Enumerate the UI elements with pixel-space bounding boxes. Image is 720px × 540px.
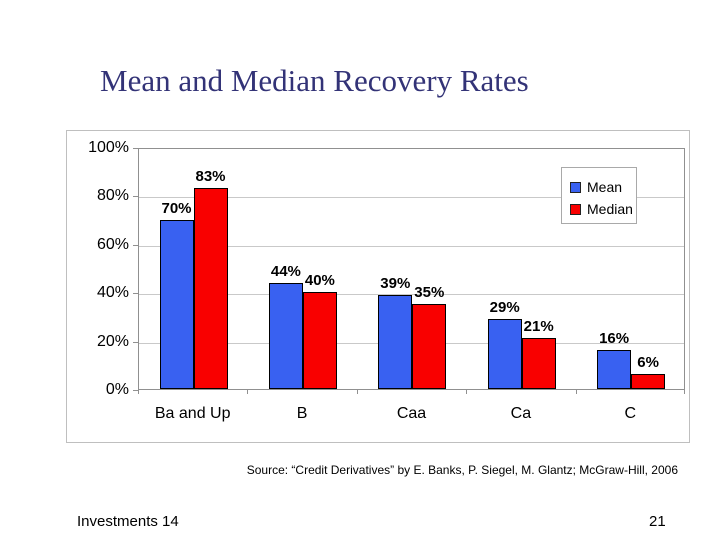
x-axis-label: Ca (510, 405, 532, 422)
bar-value-label: 83% (195, 168, 226, 186)
bar-value-label: 29% (489, 298, 520, 316)
bar-median-4 (631, 374, 666, 389)
x-axis-tick (575, 390, 577, 394)
y-axis-tick (133, 293, 138, 295)
bar-value-label: 16% (599, 330, 630, 348)
bar-median-2 (412, 304, 447, 389)
chart-legend: Mean Median (561, 167, 637, 224)
x-axis-tick (138, 390, 139, 394)
y-axis-label: 40% (96, 284, 129, 302)
bar-mean-1 (268, 282, 303, 389)
y-axis-tick (133, 244, 138, 246)
bar-value-label: 39% (380, 274, 411, 292)
bar-mean-2 (378, 294, 413, 389)
x-axis-label: Ba and Up (154, 405, 231, 422)
median-swatch-icon (570, 203, 581, 215)
x-axis-tick (247, 390, 249, 394)
gridline (139, 245, 684, 247)
bar-value-label: 40% (304, 272, 335, 290)
footer-text: Investments 14 (77, 513, 179, 530)
x-axis-label: Caa (396, 405, 427, 422)
bar-value-label: 70% (161, 199, 192, 217)
legend-item-median: Median (570, 198, 636, 220)
bar-median-3 (521, 338, 556, 389)
y-axis-label: 100% (88, 139, 129, 156)
x-axis-label: B (296, 405, 308, 422)
page-number: 21 (649, 513, 666, 530)
bar-mean-4 (597, 350, 632, 389)
x-axis-tick (356, 390, 358, 394)
bar-median-1 (302, 292, 337, 389)
y-axis-label: 20% (96, 332, 129, 350)
bar-value-label: 6% (637, 354, 659, 372)
bar-mean-3 (487, 318, 522, 389)
bar-value-label: 21% (523, 318, 554, 336)
legend-label: Mean (587, 179, 623, 195)
bar-value-label: 35% (414, 284, 445, 302)
x-axis-tick (466, 390, 468, 394)
y-axis-label: 0% (105, 381, 129, 398)
x-axis-tick (684, 390, 685, 394)
source-caption: Source: “Credit Derivatives” by E. Banks… (246, 463, 678, 477)
y-axis-tick (133, 148, 138, 149)
x-axis-label: C (624, 405, 637, 422)
bar-value-label: 44% (270, 262, 301, 280)
bar-chart: 70% 44% 39% 29% 16% 83% 40% 35% 21% 6% Mean Median… (66, 130, 690, 443)
legend-item-mean: Mean (570, 176, 636, 198)
y-axis-label: 60% (96, 235, 129, 253)
plot-area: 70% 44% 39% 29% 16% 83% 40% 35% 21% 6% (138, 148, 685, 390)
y-axis-label: 80% (96, 187, 129, 205)
slide-title: Mean and Median Recovery Rates (100, 63, 529, 98)
y-axis-tick (133, 341, 138, 343)
y-axis-tick (133, 196, 138, 198)
y-axis-tick (133, 390, 138, 391)
bar-median-0 (193, 188, 228, 389)
gridline (139, 197, 684, 199)
mean-swatch-icon (570, 181, 581, 193)
bar-mean-0 (159, 219, 194, 389)
legend-label: Median (587, 201, 633, 217)
